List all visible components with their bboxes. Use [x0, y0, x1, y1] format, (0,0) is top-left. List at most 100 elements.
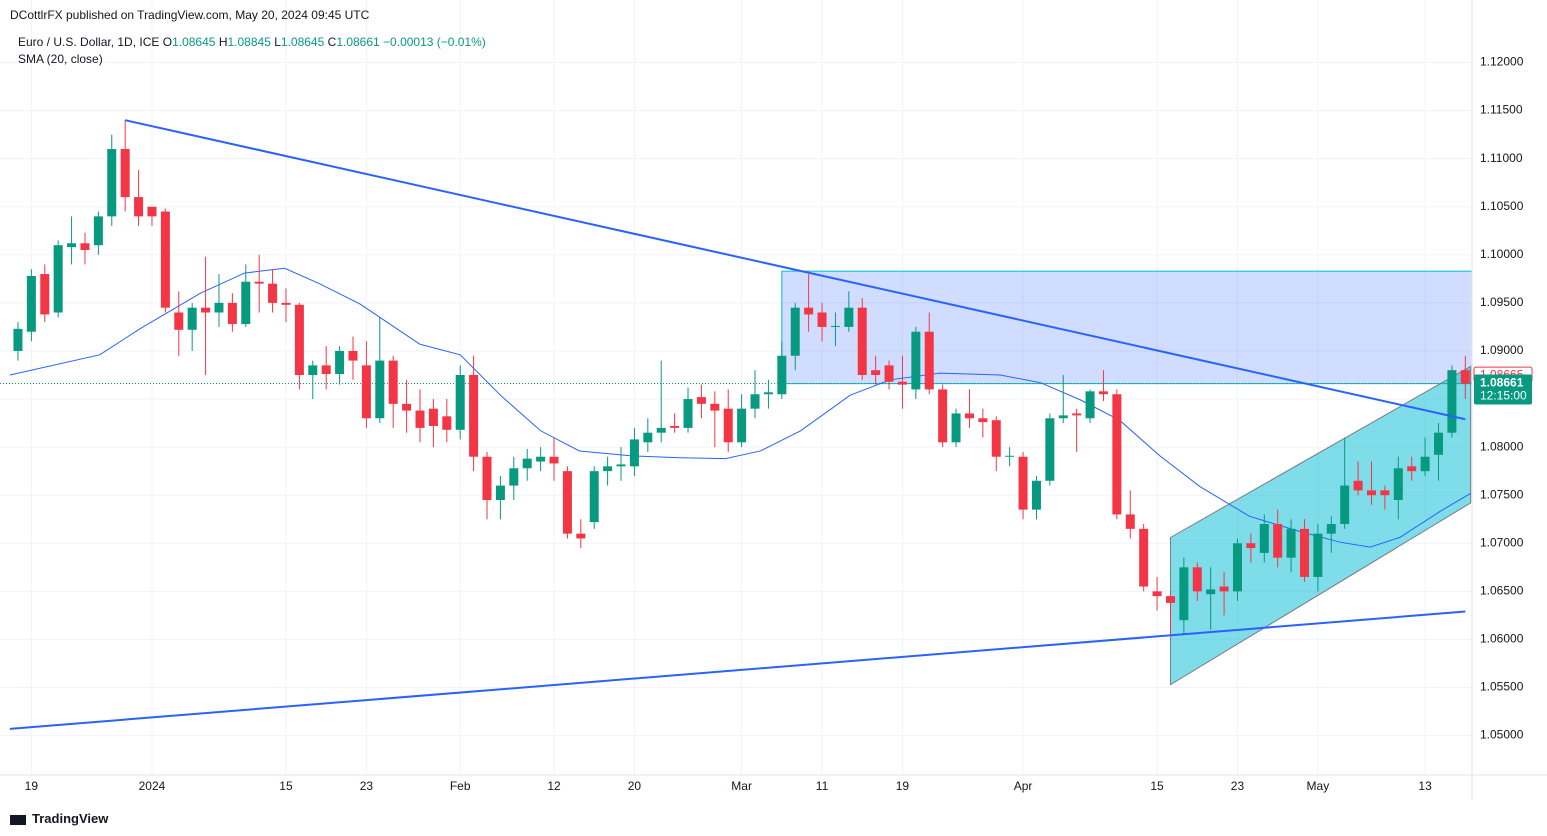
y-tick-label: 1.06500 [1480, 584, 1524, 598]
candle-body [616, 464, 626, 467]
candle-body [455, 375, 465, 430]
candle-body [294, 304, 304, 375]
y-tick-label: 1.11500 [1480, 103, 1523, 117]
published-line: DCottlrFX published on TradingView.com, … [10, 8, 370, 22]
candle-body [1460, 370, 1470, 384]
o-label: O [162, 35, 173, 49]
candle-body [1045, 418, 1055, 481]
trendline [124, 119, 1466, 421]
candle-body [1139, 528, 1149, 587]
candle-body [93, 216, 103, 246]
x-tick-label: 23 [360, 779, 374, 793]
candle-body [1179, 567, 1189, 621]
candle-body [1112, 394, 1122, 515]
x-tick-label: May [1307, 779, 1330, 793]
y-tick-label: 1.07500 [1480, 487, 1524, 501]
candle-body [40, 274, 50, 315]
candle-body [80, 243, 90, 250]
candle-body [308, 365, 318, 375]
candle-body [777, 355, 787, 395]
candle-body [1085, 391, 1095, 419]
footer-brand: TradingView [10, 811, 108, 826]
candle-body [562, 471, 572, 534]
candle-body [415, 410, 425, 428]
candle-body [522, 458, 532, 469]
x-tick-label: Feb [450, 779, 471, 793]
candle-body [1192, 567, 1202, 592]
candle-body [1005, 455, 1015, 457]
h-value: 1.08845 [227, 35, 271, 49]
candle-body [643, 432, 653, 443]
candle-body [1165, 596, 1175, 603]
candle-body [710, 403, 720, 411]
candle-body [120, 149, 130, 198]
candle-body [817, 312, 827, 327]
x-tick-label: Apr [1014, 779, 1033, 793]
candle-body [1125, 514, 1135, 529]
candle-body [268, 283, 278, 303]
y-tick-label: 1.05500 [1480, 680, 1524, 694]
candle-body [1152, 591, 1162, 597]
y-tick-label: 1.11000 [1480, 151, 1523, 165]
h-label: H [218, 35, 228, 49]
candle-body [428, 408, 438, 426]
logo [10, 814, 26, 825]
candle-body [402, 403, 412, 411]
candle-body [1407, 466, 1417, 472]
candle-body [924, 331, 934, 390]
candle-body [1018, 456, 1028, 510]
y-tick-label: 1.06000 [1480, 632, 1524, 646]
y-tick-label: 1.08000 [1480, 439, 1524, 453]
x-tick-label: 15 [1150, 779, 1164, 793]
y-tick-label: 1.10000 [1480, 247, 1524, 261]
x-tick-label: 12 [547, 779, 561, 793]
y-tick-label: 1.07000 [1480, 535, 1524, 549]
candle-body [174, 312, 184, 330]
candle-body [1031, 480, 1041, 510]
candle-body [1366, 490, 1376, 496]
candle-body [857, 307, 867, 375]
candle-body [53, 245, 63, 313]
candle-body [1072, 413, 1082, 416]
candle-body [884, 365, 894, 382]
candle-body [670, 425, 680, 428]
candle-body [576, 533, 586, 539]
change: −0.00013 (−0.01%) [383, 35, 486, 49]
candle-body [1246, 543, 1256, 549]
candle-body [388, 360, 398, 404]
candle-body [134, 197, 144, 217]
symbol-line: Euro / U.S. Dollar, 1D, ICE O1.08645 H1.… [18, 35, 486, 49]
countdown: 12:15:00 [1480, 389, 1527, 403]
candle-body [750, 394, 760, 409]
x-tick-label: 2024 [139, 779, 166, 793]
candle-body [683, 399, 693, 428]
candle-body [1273, 524, 1283, 558]
candle-body [442, 416, 452, 430]
candle-body [254, 281, 264, 284]
candle-body [1353, 480, 1363, 491]
candle-body [107, 149, 117, 217]
candle-body [509, 468, 519, 486]
candle-body [763, 392, 773, 395]
x-tick-label: 20 [628, 779, 642, 793]
candle-body [804, 307, 814, 315]
candle-body [951, 413, 961, 443]
brand: TradingView [32, 811, 109, 826]
candle-body [911, 331, 921, 390]
candle-body [201, 307, 211, 313]
candle-body [241, 281, 251, 325]
x-tick-label: 11 [816, 779, 829, 793]
c-value: 1.08661 [336, 35, 380, 49]
candle-body [227, 302, 237, 325]
l-value: 1.08645 [280, 35, 325, 49]
candle-body [790, 307, 800, 356]
o-value: 1.08645 [172, 35, 216, 49]
candle-body [1447, 370, 1457, 433]
y-tick-label: 1.09500 [1480, 295, 1524, 309]
candle-body [830, 325, 840, 327]
candle-body [26, 275, 36, 332]
candle-body [549, 456, 559, 464]
candle-body [147, 206, 157, 217]
